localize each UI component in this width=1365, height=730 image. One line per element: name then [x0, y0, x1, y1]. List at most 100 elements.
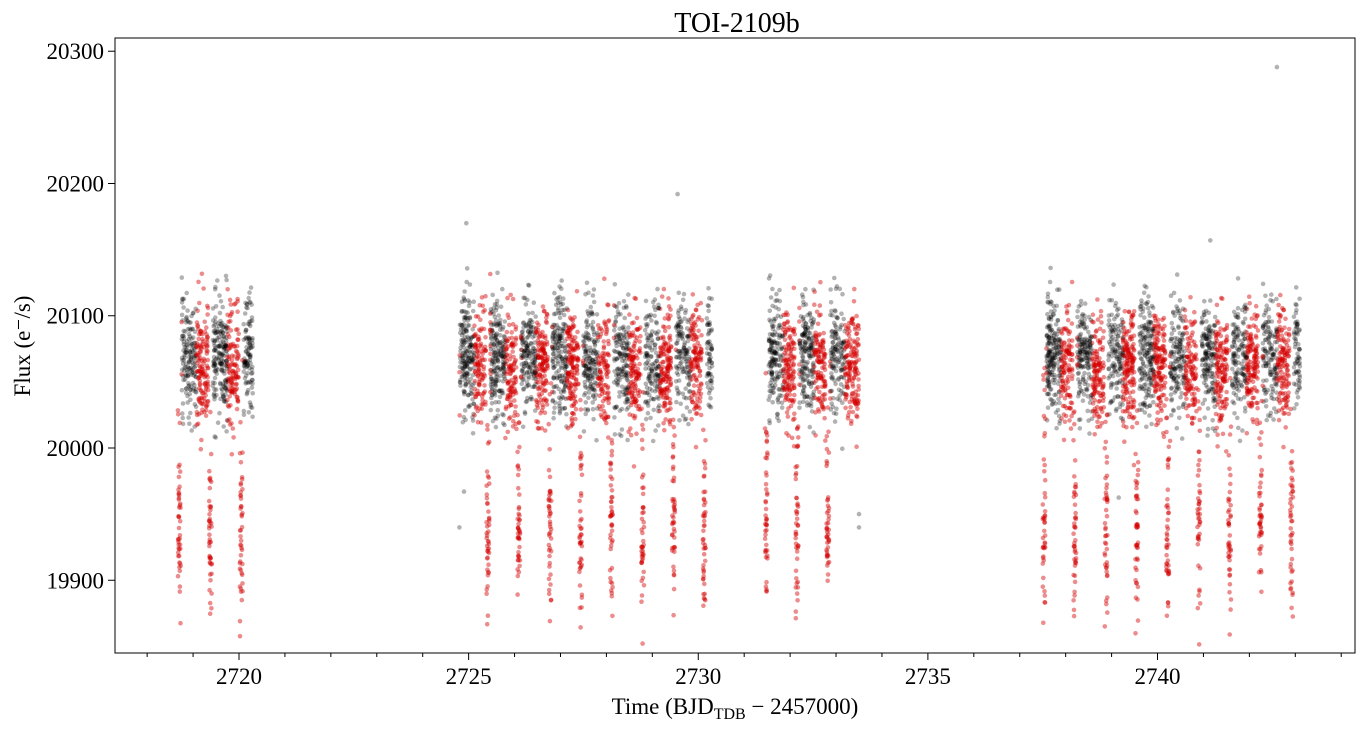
data-point: [525, 297, 530, 303]
data-point: [220, 369, 225, 374]
data-point: [555, 308, 561, 313]
data-point: [480, 398, 485, 403]
data-point: [707, 295, 712, 301]
data-point: [197, 382, 203, 388]
data-point: [654, 359, 659, 364]
data-point: [218, 396, 223, 402]
data-point: [613, 303, 618, 309]
data-point: [767, 393, 773, 399]
data-point: [594, 381, 599, 386]
data-point: [188, 365, 194, 371]
data-point: [833, 381, 838, 387]
data-point: [195, 352, 200, 358]
data-point: [183, 364, 188, 370]
data-point: [634, 431, 639, 437]
data-point: [561, 388, 566, 394]
data-point: [202, 399, 208, 404]
data-point: [471, 357, 476, 363]
data-point: [775, 343, 780, 349]
data-point: [772, 376, 777, 382]
data-point: [467, 282, 473, 287]
data-point: [511, 418, 516, 424]
data-point: [227, 313, 233, 319]
data-point: [852, 339, 858, 345]
data-point: [179, 312, 185, 318]
data-point: [214, 326, 219, 332]
data-point: [228, 342, 234, 347]
data-point: [586, 290, 591, 296]
data-point: [235, 355, 240, 361]
data-point: [197, 368, 203, 374]
data-point: [598, 376, 603, 382]
data-point: [533, 314, 538, 319]
data-point: [542, 368, 548, 374]
data-point: [1114, 314, 1119, 319]
data-point: [1116, 495, 1121, 500]
data-point: [229, 309, 235, 315]
data-point: [203, 393, 208, 398]
data-point: [217, 350, 222, 356]
data-point: [201, 396, 207, 401]
data-point: [769, 364, 774, 369]
data-point: [612, 432, 618, 437]
data-point: [244, 305, 249, 310]
data-point: [227, 345, 232, 351]
data-point: [1095, 297, 1100, 302]
data-point: [184, 338, 190, 344]
data-point: [247, 400, 253, 405]
data-point: [190, 335, 196, 340]
data-point: [656, 423, 661, 428]
data-point: [242, 360, 247, 366]
data-point: [505, 380, 511, 386]
data-point: [224, 429, 229, 434]
data-point: [197, 378, 203, 383]
data-point: [180, 333, 185, 339]
data-point: [855, 393, 861, 398]
data-point: [219, 386, 224, 392]
data-point: [593, 351, 599, 357]
data-point: [852, 369, 857, 374]
data-point: [563, 357, 568, 362]
data-point: [228, 345, 233, 350]
data-point: [199, 395, 204, 401]
data-point: [250, 364, 255, 370]
data-point: [180, 296, 185, 302]
data-point: [559, 286, 564, 292]
data-point: [482, 383, 487, 388]
data-point: [461, 414, 467, 420]
data-point: [848, 405, 853, 410]
data-point: [698, 300, 704, 306]
data-point: [181, 328, 186, 334]
data-point: [600, 386, 605, 392]
data-point: [226, 325, 231, 330]
data-point: [550, 398, 555, 404]
data-point: [767, 418, 772, 423]
data-point: [543, 335, 548, 341]
data-point: [236, 352, 241, 357]
data-point: [246, 352, 252, 357]
data-point: [495, 413, 501, 419]
data-point: [679, 360, 684, 365]
data-point: [475, 314, 481, 319]
data-point: [179, 387, 185, 393]
data-point: [483, 335, 488, 340]
data-point: [537, 354, 542, 360]
data-point: [229, 390, 235, 396]
data-point: [204, 340, 210, 345]
data-point: [221, 347, 227, 352]
data-point: [501, 338, 506, 343]
data-point: [801, 331, 807, 336]
data-point: [223, 338, 229, 343]
data-point: [494, 366, 500, 371]
data-point: [519, 330, 525, 335]
data-point: [248, 285, 254, 290]
data-point: [220, 344, 225, 350]
data-point: [498, 304, 504, 310]
data-point: [1068, 426, 1074, 431]
data-point: [582, 379, 588, 385]
data-point: [685, 334, 691, 340]
data-point: [1174, 425, 1180, 431]
data-point: [193, 306, 198, 312]
data-point: [1250, 395, 1255, 401]
data-point: [554, 383, 559, 389]
